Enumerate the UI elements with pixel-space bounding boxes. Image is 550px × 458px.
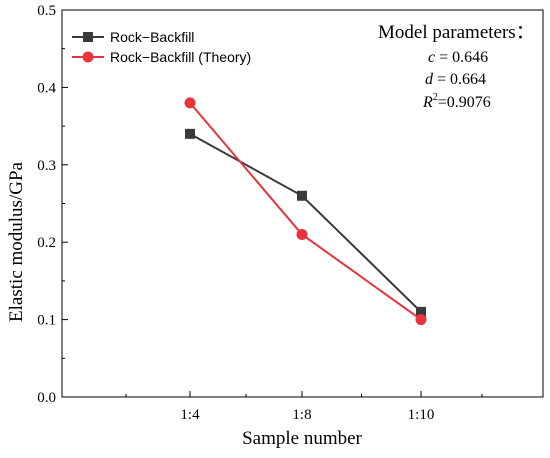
y-tick-label: 0.0: [37, 390, 56, 406]
legend-label-rock-backfill: Rock−Backfill: [110, 29, 194, 45]
legend-marker-rock-backfill: [83, 32, 93, 42]
parameter-d: d = 0.664: [425, 71, 486, 88]
parameter-r2-symbol: R: [422, 94, 433, 111]
data-point-square: [297, 190, 307, 201]
y-tick-label: 0.2: [37, 235, 56, 251]
y-tick-label: 0.1: [37, 313, 56, 329]
data-point-circle: [296, 228, 308, 240]
x-tick-label: 1:8: [292, 407, 311, 423]
x-tick-label: 1:10: [408, 407, 435, 423]
model-parameters-title: Model parameters：: [378, 22, 535, 43]
data-point-circle: [184, 97, 196, 109]
y-tick-label: 0.4: [37, 80, 56, 96]
parameter-r2-value: =0.9076: [438, 94, 491, 111]
y-axis-ticks: 0.0 0.1 0.2 0.3 0.4 0.5: [37, 3, 68, 406]
parameter-r2: R2=0.9076: [422, 92, 491, 111]
data-point-square: [416, 306, 426, 317]
y-tick-label: 0.3: [37, 158, 56, 174]
legend-marker-theory: [82, 51, 94, 63]
model-parameters-annotation: Model parameters： c = 0.646 d = 0.664 R2…: [378, 22, 535, 111]
data-point-circle: [415, 314, 427, 326]
parameter-d-value: = 0.664: [433, 71, 486, 88]
series-line: [189, 132, 422, 313]
series-line: [189, 102, 422, 321]
y-tick-label: 0.5: [37, 3, 56, 19]
legend: Rock−Backfill Rock−Backfill (Theory): [72, 29, 251, 65]
series-rock-backfill: [185, 128, 426, 317]
series-rock-backfill-theory: [184, 97, 427, 326]
parameter-r2-exponent: 2: [433, 92, 438, 103]
parameter-d-symbol: d: [425, 71, 434, 88]
axes-frame: [61, 9, 544, 398]
y-axis-label: Elastic modulus/GPa: [6, 161, 27, 321]
legend-label-theory: Rock−Backfill (Theory): [110, 49, 251, 65]
parameter-c-symbol: c: [428, 49, 435, 66]
parameter-c-value: = 0.646: [435, 49, 488, 66]
x-axis-ticks: 1:4 1:8 1:10: [125, 391, 483, 423]
x-axis-label: Sample number: [242, 428, 362, 449]
x-tick-label: 1:4: [180, 407, 200, 423]
parameter-c: c = 0.646: [428, 49, 488, 66]
data-point-square: [185, 128, 195, 139]
plot-frame: [61, 9, 544, 398]
series-layer: [184, 97, 427, 326]
